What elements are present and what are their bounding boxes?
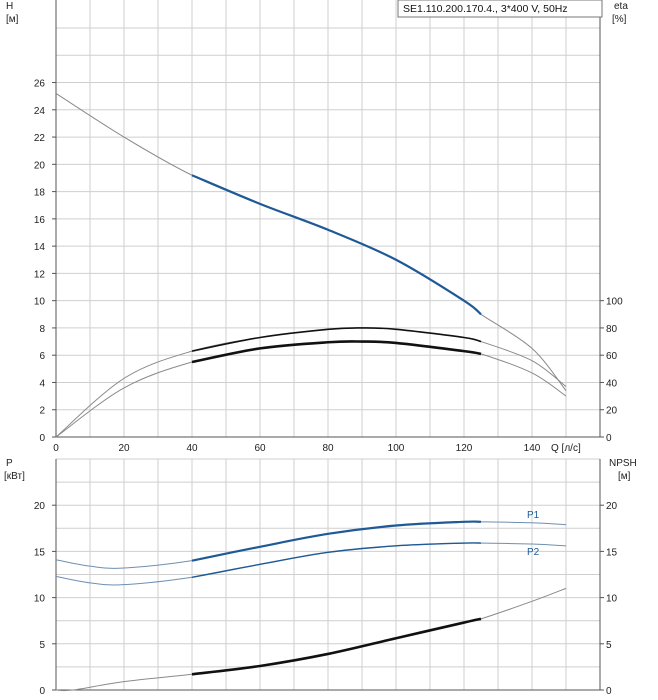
h-tick-label: 8 — [39, 324, 45, 335]
top-chart-grid — [55, 0, 601, 438]
npsh-tick-label: 10 — [606, 594, 618, 605]
eta-tick-label: 0 — [606, 433, 612, 444]
head-curve-bold — [191, 174, 482, 316]
bottom-right-axis-label-npsh: NPSH — [609, 458, 637, 469]
h-tick-label: 0 — [39, 433, 45, 444]
npsh-tick-label: 15 — [606, 547, 618, 558]
x-axis-unit-label: Q [л/с] — [551, 443, 581, 454]
efficiency-lower-curve-bold — [191, 340, 482, 364]
h-tick-label: 26 — [34, 79, 46, 90]
top-left-axis-label-h: H — [6, 1, 13, 12]
efficiency-lower-curve-thin — [55, 340, 567, 438]
p2-curve-bold — [191, 542, 482, 578]
q-tick-label: 100 — [388, 443, 405, 454]
eta-tick-label: 100 — [606, 297, 623, 308]
p-tick-label: 0 — [39, 686, 45, 697]
bottom-chart-grid — [55, 458, 601, 691]
top-right-axis-label-eta: eta — [614, 1, 628, 12]
h-tick-label: 24 — [34, 106, 46, 117]
q-tick-label: 80 — [322, 443, 334, 454]
p2-curve-thin — [55, 542, 567, 586]
h-tick-label: 16 — [34, 215, 46, 226]
npsh-tick-label: 0 — [606, 686, 612, 697]
p1-series-label: P1 — [527, 510, 540, 521]
h-tick-label: 22 — [34, 133, 46, 144]
npsh-curve-bold — [191, 617, 482, 676]
h-tick-label: 4 — [39, 378, 45, 389]
q-tick-label: 140 — [524, 443, 541, 454]
npsh-curve-thin — [55, 587, 567, 692]
q-tick-label: 40 — [186, 443, 198, 454]
npsh-tick-label: 5 — [606, 640, 612, 651]
h-tick-label: 12 — [34, 269, 46, 280]
bottom-right-axis-unit: [м] — [618, 471, 631, 482]
q-tick-label: 0 — [53, 443, 59, 454]
eta-tick-label: 20 — [606, 406, 618, 417]
bottom-left-axis-label-p: P — [6, 458, 13, 469]
h-tick-label: 10 — [34, 297, 46, 308]
title-box — [397, 0, 603, 18]
p-tick-label: 10 — [34, 594, 46, 605]
q-tick-label: 60 — [254, 443, 266, 454]
q-tick-label: 120 — [456, 443, 473, 454]
efficiency-upper-curve-bold — [191, 327, 482, 352]
eta-tick-label: 40 — [606, 378, 618, 389]
p-tick-label: 15 — [34, 547, 46, 558]
p1-curve-bold — [191, 520, 482, 562]
h-tick-label: 18 — [34, 188, 46, 199]
eta-tick-label: 60 — [606, 351, 618, 362]
title-box-text: SE1.110.200.170.4., 3*400 V, 50Hz — [403, 3, 568, 15]
h-tick-label: 20 — [34, 160, 46, 171]
eta-tick-label: 80 — [606, 324, 618, 335]
p-tick-label: 5 — [39, 640, 45, 651]
p-tick-label: 20 — [34, 501, 46, 512]
bottom-left-axis-unit: [кВт] — [4, 471, 25, 482]
npsh-tick-label: 20 — [606, 501, 618, 512]
p2-series-label: P2 — [527, 547, 540, 558]
top-left-axis-unit: [м] — [6, 14, 19, 25]
h-tick-label: 2 — [39, 406, 45, 417]
top-right-axis-unit: [%] — [612, 14, 627, 25]
h-tick-label: 6 — [39, 351, 45, 362]
h-tick-label: 14 — [34, 242, 46, 253]
head-curve-thin — [55, 93, 567, 391]
curves-layer — [55, 93, 567, 692]
q-tick-label: 20 — [118, 443, 130, 454]
